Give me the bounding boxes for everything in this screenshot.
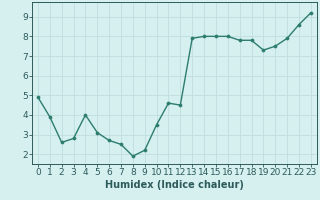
X-axis label: Humidex (Indice chaleur): Humidex (Indice chaleur) [105, 180, 244, 190]
